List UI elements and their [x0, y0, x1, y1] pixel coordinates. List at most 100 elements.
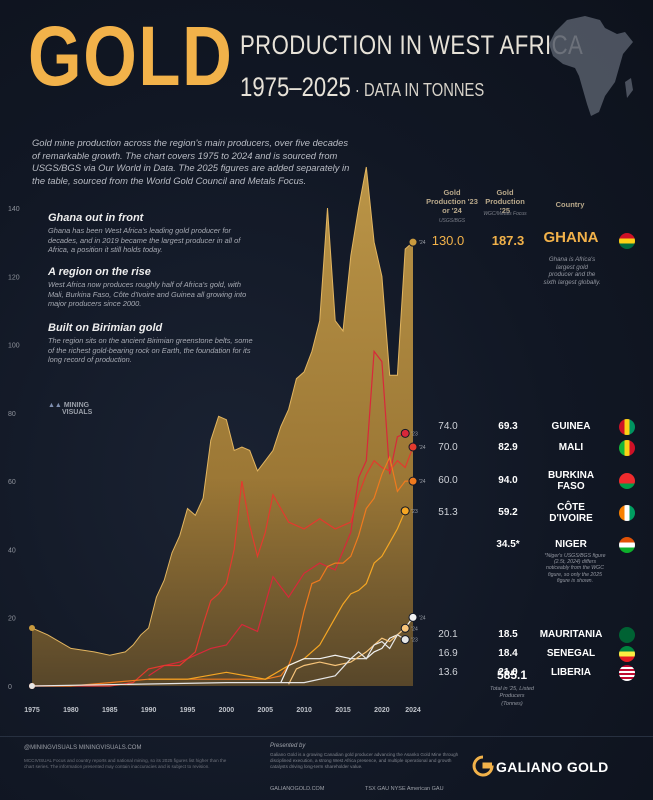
africa-map-icon	[549, 16, 633, 116]
intro-text: Gold mine production across the region's…	[32, 137, 350, 186]
website-link[interactable]: GALIANOGOLD.COM	[270, 786, 325, 792]
series-ghana-area	[32, 167, 413, 686]
row-value-2324: 60.0	[438, 475, 458, 486]
x-tick-label: 2024	[405, 707, 421, 714]
row-value-25: 59.2	[498, 507, 518, 518]
presented-text: Galiano Gold is a growing Canadian gold …	[270, 752, 459, 769]
row-value-25: 187.3	[491, 233, 525, 248]
col-head-country: Country	[555, 200, 585, 209]
callout-region-title: A region on the rise	[48, 266, 151, 278]
series-c-te-d-ivoire-end-point	[400, 506, 410, 516]
row-value-25: 34.5*	[496, 539, 520, 550]
series-c-te-d-ivoire-line	[148, 510, 406, 680]
y-tick-label: 60	[8, 479, 16, 486]
tickers: TSX GAU NYSE American GAU	[365, 786, 444, 792]
title-separator: ·	[350, 80, 364, 100]
x-tick-label: 2000	[219, 707, 235, 714]
x-tick-label: 2005	[257, 707, 273, 714]
series-c-te-d-ivoire-end-label: '23	[411, 509, 418, 515]
title-line1: PRODUCTION IN WEST AFRICA	[240, 30, 584, 60]
presented-by: Presented by	[270, 743, 306, 749]
ghana-note: Ghana is Africa's largest gold producer …	[543, 256, 601, 286]
y-tick-label: 0	[8, 684, 12, 691]
gold-title: GOLD	[28, 9, 234, 103]
title-years: 1975–2025	[240, 72, 351, 102]
series-guinea-line	[148, 349, 406, 677]
series-mali-line	[32, 446, 414, 687]
series-senegal-end-label: '24	[411, 626, 418, 632]
row-country-name: GHANA	[543, 229, 599, 246]
points-layer: '24'23'24'24'23'24'24'23	[29, 237, 426, 689]
series-layer	[31, 166, 414, 687]
callout-birimian-text: The region sits on the ancient Birimian …	[48, 336, 253, 365]
series-ghana-end-label: '24	[419, 240, 426, 246]
col-note-2324: USGS/BGS	[438, 218, 466, 224]
total-unit: (Tonnes)	[501, 701, 523, 707]
x-tick-label: 1995	[180, 707, 196, 714]
series-mauritania-end-label: '24	[419, 615, 426, 621]
flag-icon	[619, 505, 635, 521]
row-value-25: 94.0	[498, 475, 518, 486]
series-liberia-end-point	[400, 635, 410, 645]
row-country-name: MALI	[558, 442, 584, 453]
mining-visuals-logo: ▲▲ MINING VISUALS	[48, 402, 92, 416]
x-tick-label: 2015	[335, 707, 351, 714]
callout-ghana: Ghana out in front Ghana has been West A…	[48, 212, 258, 255]
callout-region: A region on the rise West Africa now pro…	[48, 266, 258, 309]
row-country-name: GUINEA	[551, 421, 591, 432]
x-tick-label: 1980	[63, 707, 79, 714]
x-tick-label: 1985	[102, 707, 118, 714]
series-burkina-faso-end-label: '24	[419, 479, 426, 485]
row-value-2324: 74.0	[438, 421, 458, 432]
total-label: Total in '25, Listed Producers	[490, 686, 534, 699]
series-ghana-start-point	[29, 624, 35, 631]
callout-ghana-text: Ghana has been West Africa's leading gol…	[48, 226, 241, 255]
row-value-2324: 20.1	[438, 629, 458, 640]
series-ghana-end-point	[408, 237, 418, 247]
footer-disclaimer: MCCIVISUAL Focus and country reports and…	[24, 758, 227, 769]
footer-social[interactable]: @MININGVISUALS MININGVISUALS.COM	[24, 745, 142, 751]
series-guinea-end-point	[400, 428, 410, 438]
row-country-name: CÔTE D'IVOIRE	[549, 502, 593, 524]
series-guinea-end-label: '23	[411, 431, 418, 437]
col-note-25: WGC/Metals Focus	[483, 211, 527, 217]
series-ghana-line	[31, 166, 414, 656]
flag-icon	[619, 627, 635, 643]
row-country-name: BURKINA FASO	[547, 470, 595, 492]
series-mali-end-label: '24	[419, 445, 426, 451]
row-value-2324: 51.3	[438, 507, 458, 518]
y-tick-label: 120	[8, 274, 20, 281]
row-value-2324: 70.0	[438, 442, 458, 453]
y-tick-label: 140	[8, 206, 20, 213]
row-value-25: 18.4	[498, 648, 518, 659]
row-value-25: 18.5	[498, 629, 518, 640]
flag-icon	[619, 473, 635, 489]
title-line2: 1975–2025 · DATA IN TONNES	[240, 72, 484, 103]
series-liberia-line	[31, 633, 406, 687]
flag-icon	[619, 233, 635, 249]
row-value-2324: 13.6	[438, 667, 458, 678]
callout-birimian: Built on Birimian gold The region sits o…	[48, 322, 258, 365]
col-head-25: Gold Production '25	[485, 188, 525, 215]
flag-icon	[619, 646, 635, 662]
mining-visuals-icon: ▲▲	[48, 402, 62, 409]
row-value-25: 21.0	[498, 667, 518, 678]
row-country-name: MAURITANIA	[539, 629, 603, 640]
flag-icon	[619, 440, 635, 456]
niger-note: *Niger's USGS/BGS figure (2.5t, 2024) di…	[544, 553, 606, 584]
footer-divider	[0, 736, 653, 737]
y-tick-label: 40	[8, 547, 16, 554]
galiano-logo-icon	[472, 755, 494, 777]
flag-icon	[619, 537, 635, 553]
row-value-25: 69.3	[498, 421, 518, 432]
col-head-2324: Gold Production '23 or '24	[426, 188, 478, 215]
row-value-2324: 130.0	[431, 233, 465, 248]
y-tick-label: 20	[8, 616, 16, 623]
series-senegal-end-point	[400, 623, 410, 633]
series-mali-end-point	[408, 442, 418, 452]
flag-icon	[619, 419, 635, 435]
callout-birimian-title: Built on Birimian gold	[48, 322, 163, 334]
flag-icon	[619, 665, 635, 681]
row-country-name: LIBERIA	[551, 667, 591, 678]
